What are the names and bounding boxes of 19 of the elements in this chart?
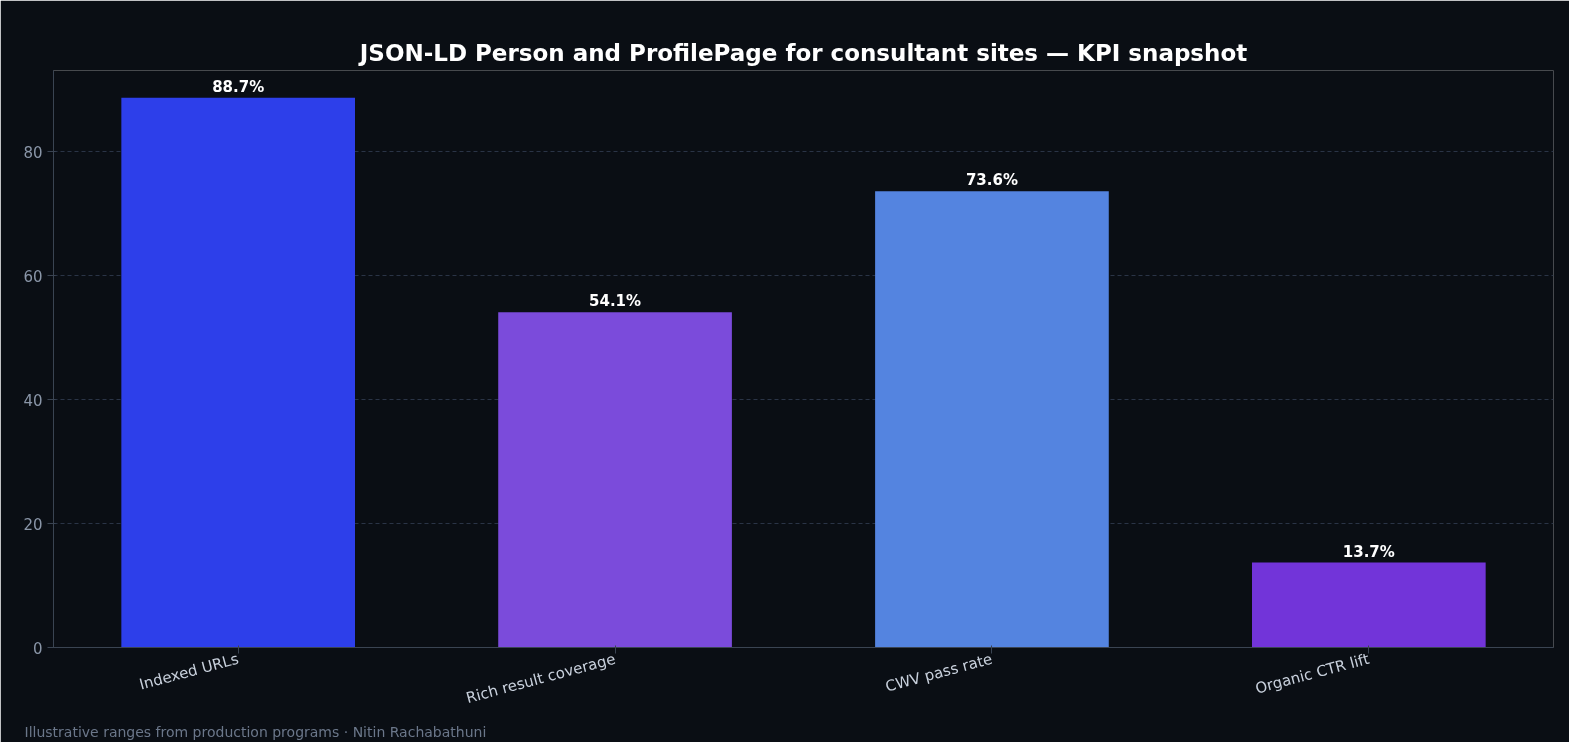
bar <box>1251 562 1486 648</box>
y-tick-label: 20 <box>23 515 43 534</box>
y-tick-label: 0 <box>32 639 43 658</box>
x-tick-label: Organic CTR lift <box>1253 649 1372 698</box>
bar <box>121 97 356 648</box>
x-tick-label: Rich result coverage <box>464 649 618 708</box>
y-tick-label: 80 <box>23 143 43 162</box>
data-label: 73.6% <box>965 171 1018 190</box>
bar <box>875 191 1109 648</box>
x-tick-label: Indexed URLs <box>137 649 241 694</box>
bar <box>498 312 732 648</box>
data-label: 54.1% <box>589 292 642 311</box>
chart-title: JSON-LD Person and ProfilePage for consultant sites — KPI snapshot <box>357 39 1248 66</box>
y-tick-label: 40 <box>23 391 43 410</box>
text: Illustrative ranges from production programs · Nitin Rachabathuni <box>24 723 487 740</box>
x-tick-label: CWV pass rate <box>883 649 995 696</box>
data-label: 88.7% <box>212 77 265 96</box>
data-label: 13.7% <box>1342 542 1395 561</box>
y-tick-label: 60 <box>23 267 43 286</box>
